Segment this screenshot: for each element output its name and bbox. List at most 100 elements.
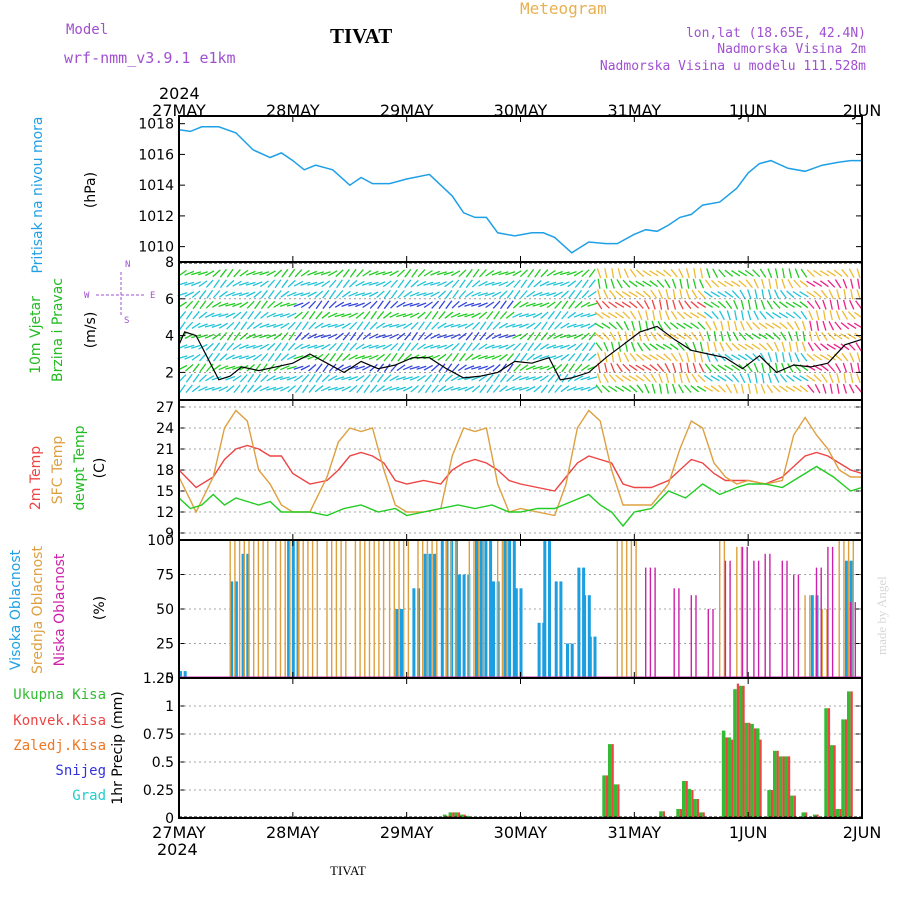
wind-arrow xyxy=(471,291,481,297)
wind-arrow xyxy=(376,353,385,361)
wind-arrow xyxy=(560,290,570,299)
wind-arrow xyxy=(430,291,440,298)
wind-arrow xyxy=(594,332,604,340)
wind-arrow xyxy=(191,271,202,276)
wind-arrow xyxy=(197,334,208,339)
wind-arrow xyxy=(260,289,269,299)
wind-arrow xyxy=(226,279,235,288)
wind-arrow xyxy=(315,310,323,320)
wind-arrow xyxy=(404,268,412,278)
wind-arrow xyxy=(813,290,822,298)
wind-arrow xyxy=(199,300,207,310)
wind-arrow xyxy=(815,331,821,342)
wind-arrow xyxy=(198,280,208,288)
pressure-ytick-label: 1010 xyxy=(138,240,174,256)
wind-arrow xyxy=(658,310,663,321)
pressure-unit: (hPa) xyxy=(83,172,99,208)
wind-arrow xyxy=(623,352,630,362)
wind-arrow xyxy=(553,344,564,349)
wind-arrow xyxy=(355,292,365,297)
wind-arrow xyxy=(328,342,337,351)
wind-arrow xyxy=(245,344,256,349)
wind-arrow xyxy=(685,289,691,300)
wind-arrow xyxy=(692,278,697,289)
wind-arrow xyxy=(267,352,275,362)
wind-arrow xyxy=(657,289,664,300)
temp-ytick-label: 12 xyxy=(156,505,174,521)
wind-arrow xyxy=(752,353,760,362)
wind-arrow xyxy=(266,312,276,318)
wind-arrow xyxy=(479,331,487,341)
wind-arrow xyxy=(819,270,830,277)
wind-arrow xyxy=(410,385,419,393)
precip-bar-total xyxy=(824,708,828,818)
wind-arrow xyxy=(498,344,509,350)
wind-arrow xyxy=(184,281,195,286)
wind-arrow xyxy=(445,353,453,362)
wind-arrow xyxy=(246,300,255,309)
wind-arrow xyxy=(568,363,576,373)
precip-legend-item: Konvek.Kisa xyxy=(13,713,106,729)
wind-arrow xyxy=(724,353,734,361)
wind-arrow xyxy=(539,302,550,308)
wind-arrow xyxy=(486,321,494,331)
wind-arrow xyxy=(437,322,447,329)
wind-arrow xyxy=(314,353,324,361)
wind-arrow xyxy=(423,281,434,286)
model-elevation-label: Nadmorska Visina u modelu 111.528m xyxy=(600,59,866,74)
wind-arrow xyxy=(693,268,697,279)
wind-arrow xyxy=(226,268,234,278)
wind-arrow xyxy=(349,268,357,278)
meteogram-title: Meteogram xyxy=(520,0,607,18)
precip-bar-total xyxy=(727,737,732,818)
wind-arrow xyxy=(540,321,548,331)
wind-arrow xyxy=(211,301,222,308)
cloud-bar-high xyxy=(593,636,597,678)
wind-arrow xyxy=(836,289,841,300)
wind-arrow xyxy=(314,334,324,339)
wind-arrow xyxy=(631,331,635,342)
wind-arrow xyxy=(835,310,841,321)
wind-arrow xyxy=(842,299,847,310)
wind-arrow xyxy=(232,311,242,319)
wind-arrow xyxy=(628,291,638,298)
wind-arrow xyxy=(279,313,290,318)
precip-bar-conv xyxy=(782,756,785,818)
wind-arrow xyxy=(767,289,772,300)
wind-arrow xyxy=(821,331,828,341)
wind-arrow xyxy=(678,352,684,363)
wind-arrow xyxy=(280,386,290,392)
wind-arrow xyxy=(737,354,748,361)
wind-arrow xyxy=(273,386,283,391)
wind-arrow xyxy=(342,353,351,362)
wind-arrow xyxy=(840,322,850,330)
wind-arrow xyxy=(492,363,501,372)
pressure-ylabel: Pritisak na nivou mora xyxy=(30,116,46,273)
temp-ylabel-2: SFC Temp xyxy=(50,436,66,505)
wind-arrow xyxy=(795,341,799,352)
wind-arrow xyxy=(286,365,297,370)
wind-arrow xyxy=(274,342,282,352)
wind-arrow xyxy=(747,289,752,300)
wind-arrow xyxy=(300,269,310,277)
precip-bar-total xyxy=(841,719,845,818)
wind-arrow xyxy=(533,280,542,288)
wind-arrow xyxy=(334,323,345,329)
wind-arrow xyxy=(539,292,550,297)
wind-ylabel-1: 10m Vjetar xyxy=(28,296,44,374)
wind-arrow xyxy=(813,374,822,383)
wind-arrow xyxy=(575,352,582,362)
wind-arrow xyxy=(212,290,221,299)
wind-arrow xyxy=(499,300,507,310)
wind-arrow xyxy=(335,290,344,299)
cloud-bar-high xyxy=(484,540,488,678)
wind-arrow xyxy=(567,353,576,362)
wind-arrow xyxy=(409,302,420,307)
wind-arrow xyxy=(532,375,543,381)
wind-arrow xyxy=(199,289,207,299)
wind-arrow xyxy=(792,375,802,382)
wind-arrow xyxy=(478,302,488,308)
wind-arrow xyxy=(779,289,787,299)
wind-arrow xyxy=(611,352,615,363)
wind-arrow xyxy=(857,362,861,373)
